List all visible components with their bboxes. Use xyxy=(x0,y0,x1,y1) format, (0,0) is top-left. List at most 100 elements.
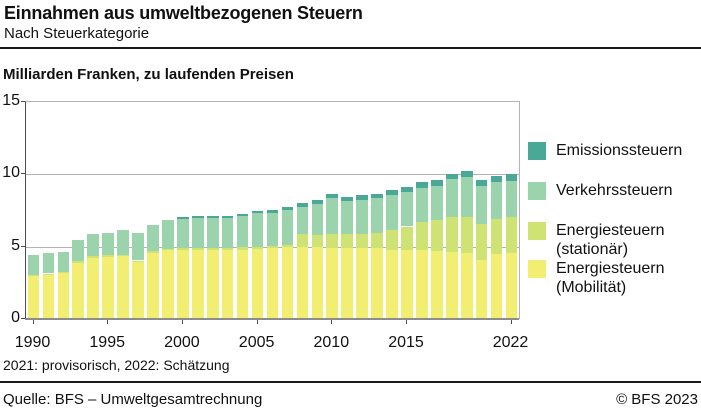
bar-segment xyxy=(42,253,55,274)
bar-2021 xyxy=(490,175,503,319)
legend-label: Emissionssteuern xyxy=(556,142,683,159)
x-axis-label: 2015 xyxy=(388,334,424,351)
bar-segment xyxy=(251,213,264,247)
bar-segment xyxy=(281,206,294,210)
x-axis-tick xyxy=(510,320,512,324)
x-axis-label: 1990 xyxy=(14,334,51,351)
bar-segment xyxy=(87,257,100,319)
bar-segment xyxy=(341,248,353,319)
x-axis-label: 1995 xyxy=(89,334,125,351)
bar-segment xyxy=(147,252,159,319)
bar-segment xyxy=(192,250,204,319)
bar-1999 xyxy=(162,219,174,319)
bar-2010 xyxy=(326,193,339,319)
bar-1994 xyxy=(87,234,100,319)
source-text: Quelle: BFS – Umweltgesamtrechnung xyxy=(3,391,263,408)
bar-segment xyxy=(87,256,100,258)
bar-segment xyxy=(57,272,70,274)
bar-segment xyxy=(266,245,279,249)
bar-2004 xyxy=(236,214,249,319)
bar-2001 xyxy=(192,216,204,319)
bar-segment xyxy=(505,180,518,217)
bar-segment xyxy=(416,188,428,223)
bar-segment xyxy=(475,180,488,186)
bar-segment xyxy=(401,192,413,227)
bar-segment xyxy=(57,273,70,319)
bar-segment xyxy=(356,199,368,235)
footnote: 2021: provisorisch, 2022: Schätzung xyxy=(3,357,230,373)
bar-segment xyxy=(505,253,518,319)
bar-segment xyxy=(311,204,324,236)
bar-2013 xyxy=(371,193,383,319)
bar-segment xyxy=(341,196,353,202)
legend-swatch xyxy=(528,260,546,278)
x-axis-label: 2000 xyxy=(164,334,200,351)
bar-segment xyxy=(311,247,324,319)
bar-segment xyxy=(475,259,488,319)
bar-segment xyxy=(296,203,309,207)
y-axis-tick xyxy=(21,245,25,247)
bar-segment xyxy=(206,216,219,218)
bar-segment xyxy=(371,232,383,249)
bar-segment xyxy=(236,249,249,319)
axis-unit-label: Milliarden Franken, zu laufenden Preisen xyxy=(3,66,294,83)
bar-1991 xyxy=(42,253,55,319)
bar-segment xyxy=(251,246,264,249)
bar-2005 xyxy=(251,211,264,319)
bar-1993 xyxy=(72,240,85,319)
bar-segment xyxy=(445,217,458,252)
bar-segment xyxy=(177,217,189,219)
bar-segment xyxy=(431,219,443,251)
bar-segment xyxy=(177,218,189,249)
bar-segment xyxy=(341,201,353,235)
bar-2019 xyxy=(460,170,473,319)
bar-segment xyxy=(102,232,114,256)
bar-segment xyxy=(326,198,339,234)
legend-label: Verkehrssteuern xyxy=(556,182,673,199)
bar-segment xyxy=(490,181,503,219)
bar-segment xyxy=(147,225,159,251)
bar-segment xyxy=(251,211,264,214)
y-axis-label: 10 xyxy=(2,164,20,182)
bar-segment xyxy=(401,226,413,250)
bar-segment xyxy=(236,214,249,217)
bar-segment xyxy=(371,198,383,233)
header-divider xyxy=(0,47,701,49)
bar-segment xyxy=(490,253,503,319)
x-axis-tick xyxy=(32,320,34,324)
bar-segment xyxy=(356,234,368,249)
bar-segment xyxy=(296,246,309,319)
bar-segment xyxy=(42,273,55,275)
bar-segment xyxy=(251,248,264,319)
bar-segment xyxy=(102,256,114,319)
bar-2020 xyxy=(475,180,488,319)
page-title: Einnahmen aus umweltbezogenen Steuern xyxy=(4,3,363,23)
bar-2009 xyxy=(311,200,324,319)
bar-segment xyxy=(505,174,518,181)
bar-segment xyxy=(281,244,294,248)
bar-segment xyxy=(416,182,428,189)
bar-segment xyxy=(72,261,85,263)
bar-segment xyxy=(27,276,40,319)
bar-segment xyxy=(206,250,219,319)
bar-segment xyxy=(221,250,234,319)
bar-segment xyxy=(162,250,174,319)
bar-segment xyxy=(386,195,398,230)
bar-segment xyxy=(386,249,398,319)
bar-segment xyxy=(475,224,488,260)
copyright-text: © BFS 2023 xyxy=(616,391,698,408)
gridline-10 xyxy=(26,174,519,176)
x-axis-label: 2022 xyxy=(492,334,529,351)
legend-label: Energiesteuern (stationär) xyxy=(556,222,665,258)
bar-segment xyxy=(177,250,189,319)
bar-2018 xyxy=(445,173,458,319)
x-axis-tick xyxy=(107,320,109,324)
bar-segment xyxy=(266,209,279,213)
bar-segment xyxy=(192,217,204,249)
bar-segment xyxy=(72,240,85,262)
x-axis-label: 2010 xyxy=(313,334,350,351)
bar-segment xyxy=(460,176,473,217)
bar-segment xyxy=(460,252,473,319)
bar-2000 xyxy=(177,217,189,319)
bar-segment xyxy=(431,251,443,319)
